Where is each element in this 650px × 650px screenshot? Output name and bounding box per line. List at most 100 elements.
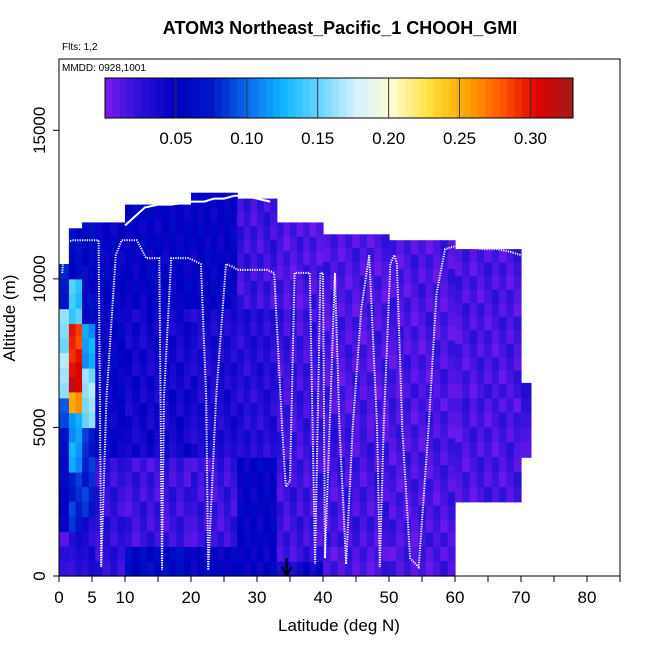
heatmap-cell bbox=[250, 308, 258, 323]
heatmap-cell bbox=[210, 265, 218, 281]
heatmap-cell bbox=[82, 251, 90, 267]
heatmap-cell bbox=[139, 293, 148, 310]
heatmap-cell bbox=[303, 308, 311, 323]
heatmap-cell bbox=[352, 399, 361, 415]
heatmap-cell bbox=[243, 403, 251, 418]
heatmap-cell bbox=[352, 358, 361, 373]
heatmap-cell bbox=[176, 516, 185, 533]
heatmap-cell bbox=[403, 326, 412, 341]
heatmap-cell bbox=[68, 412, 77, 429]
heatmap-cell bbox=[469, 249, 478, 264]
heatmap-cell bbox=[316, 377, 324, 392]
heatmap-cell bbox=[506, 397, 515, 414]
heatmap-cell bbox=[440, 424, 449, 439]
heatmap-cell bbox=[176, 204, 185, 221]
heatmap-cell bbox=[95, 265, 104, 281]
heatmap-cell bbox=[154, 389, 163, 404]
heatmap-cell bbox=[367, 330, 375, 346]
heatmap-cell bbox=[433, 297, 441, 313]
heatmap-cell bbox=[176, 486, 185, 503]
heatmap-cell bbox=[217, 376, 225, 391]
heatmap-cell bbox=[337, 330, 346, 346]
heatmap-cell bbox=[270, 376, 278, 391]
heatmap-cell bbox=[257, 226, 265, 241]
heatmap-cell bbox=[217, 221, 225, 237]
heatmap-cell bbox=[345, 330, 353, 346]
heatmap-cell bbox=[316, 349, 324, 364]
heatmap-cell bbox=[125, 457, 133, 473]
heatmap-cell bbox=[455, 249, 463, 264]
heatmap-cell bbox=[147, 362, 155, 377]
heatmap-cell bbox=[337, 317, 346, 332]
heatmap-cell bbox=[132, 561, 141, 577]
heatmap-cell bbox=[330, 303, 339, 318]
heatmap-cell bbox=[59, 323, 70, 339]
heatmap-cell bbox=[477, 262, 485, 277]
heatmap-cell bbox=[125, 416, 133, 431]
heatmap-cell bbox=[425, 268, 434, 284]
heatmap-cell bbox=[183, 249, 192, 265]
heatmap-cell bbox=[337, 516, 346, 533]
heatmap-cell bbox=[359, 427, 368, 443]
heatmap-cell bbox=[337, 386, 346, 401]
heatmap-cell bbox=[418, 383, 427, 399]
heatmap-cell bbox=[425, 383, 434, 399]
heatmap-cells bbox=[59, 192, 532, 577]
heatmap-cell bbox=[102, 382, 111, 399]
heatmap-cell bbox=[243, 294, 251, 310]
heatmap-cell bbox=[352, 457, 361, 473]
heatmap-cell bbox=[447, 283, 456, 299]
heatmap-cell bbox=[484, 486, 493, 503]
heatmap-cell bbox=[169, 204, 177, 221]
heatmap-cell bbox=[462, 486, 471, 503]
heatmap-cell bbox=[389, 411, 397, 426]
heatmap-cell bbox=[68, 376, 77, 393]
heatmap-cell bbox=[75, 472, 83, 488]
heatmap-cell bbox=[425, 297, 434, 313]
heatmap-cell bbox=[381, 546, 390, 562]
heatmap-cell bbox=[257, 335, 265, 350]
heatmap-cell bbox=[183, 403, 192, 418]
heatmap-cell bbox=[276, 390, 284, 406]
colorbar-swatch bbox=[463, 78, 472, 118]
heatmap-cell bbox=[230, 457, 238, 473]
heatmap-cell bbox=[352, 546, 361, 562]
heatmap-cell bbox=[290, 516, 298, 533]
heatmap-cell bbox=[139, 234, 148, 250]
heatmap-cell bbox=[250, 501, 258, 518]
heatmap-cell bbox=[433, 369, 441, 384]
heatmap-cell bbox=[323, 317, 331, 332]
heatmap-cell bbox=[59, 531, 70, 547]
heatmap-cell bbox=[88, 531, 96, 547]
heatmap-cell bbox=[237, 389, 245, 404]
heatmap-cell bbox=[197, 546, 205, 562]
heatmap-cell bbox=[110, 561, 119, 577]
heatmap-cell bbox=[176, 531, 185, 547]
heatmap-cell bbox=[117, 338, 126, 354]
heatmap-cell bbox=[191, 472, 199, 488]
heatmap-cell bbox=[403, 369, 412, 384]
heatmap-cell bbox=[283, 418, 291, 433]
heatmap-cell bbox=[230, 389, 238, 404]
heatmap-cell bbox=[303, 546, 311, 562]
colorbar-swatch bbox=[507, 78, 515, 118]
heatmap-cell bbox=[237, 335, 245, 350]
heatmap-cell bbox=[237, 561, 245, 577]
heatmap-cell bbox=[425, 411, 434, 426]
heatmap-cell bbox=[345, 516, 353, 533]
heatmap-cell bbox=[176, 403, 185, 418]
heatmap-cell bbox=[352, 427, 361, 443]
heatmap-cell bbox=[491, 343, 500, 358]
heatmap-cell bbox=[440, 411, 449, 426]
heatmap-cell bbox=[210, 192, 218, 208]
heatmap-cell bbox=[132, 362, 141, 377]
heatmap-cell bbox=[337, 442, 346, 458]
heatmap-cell bbox=[191, 250, 199, 266]
heatmap-cell bbox=[290, 473, 298, 488]
heatmap-cell bbox=[374, 399, 383, 415]
heatmap-cell bbox=[263, 531, 271, 547]
heatmap-cell bbox=[230, 279, 238, 295]
heatmap-cell bbox=[316, 222, 324, 238]
heatmap-cell bbox=[462, 412, 471, 429]
